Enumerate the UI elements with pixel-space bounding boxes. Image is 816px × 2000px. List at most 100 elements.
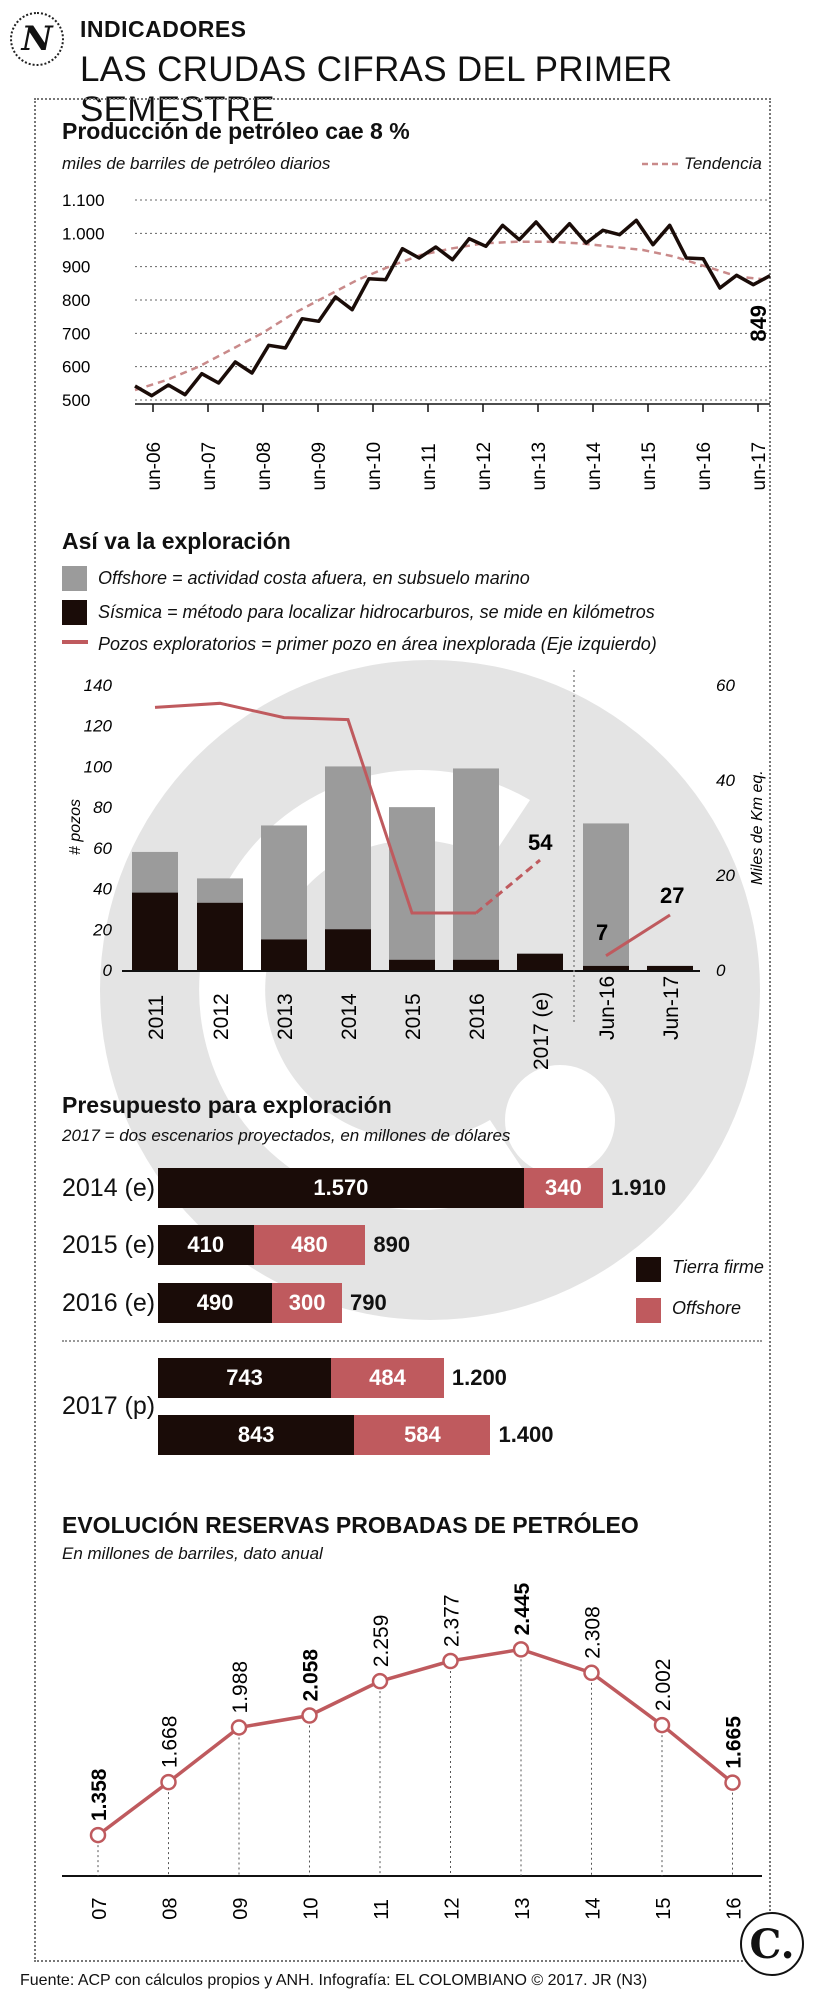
reserves-x-tick: 2016: [724, 1898, 746, 1921]
seismic-legend-label: Sísmica = método para localizar hidrocar…: [98, 602, 655, 622]
reserves-value-label: 1.665: [723, 1716, 746, 1769]
exploration-seismic-bar: [197, 902, 243, 970]
exploration-seismic-bar: [647, 965, 693, 970]
production-x-tick: Jun-13: [529, 442, 550, 490]
wells-label-jun17: 27: [660, 883, 684, 908]
production-x-tick: Jun-12: [474, 442, 495, 490]
seismic-legend-swatch: [62, 600, 87, 625]
production-x-tick: Jun-14: [584, 441, 605, 490]
budget-offshore-segment: 584: [354, 1415, 491, 1455]
production-line-chart: 1.100 1.000 900 800 700 600 500 Jun-06 Jun-07 Jun…: [62, 191, 771, 490]
reserves-value-label: 2.058: [300, 1649, 323, 1702]
budget-land-segment: 743: [158, 1358, 332, 1398]
production-title: Producción de petróleo cae 8 %: [62, 118, 410, 144]
exploration-x-tick: 2011: [145, 995, 168, 1040]
wells-legend-label: Pozos exploratorios = primer pozo en áre…: [98, 634, 657, 654]
reserves-value-label: 2.377: [441, 1594, 464, 1647]
reserves-x-tick: 2013: [512, 1898, 534, 1921]
reserves-x-tick: 2012: [442, 1898, 464, 1921]
budget-total-label: 890: [373, 1232, 411, 1257]
budget-row-label: 2017 (p): [62, 1392, 156, 1420]
reserves-point: [512, 1641, 530, 1658]
exploration-y2-tick: 60: [716, 676, 735, 695]
reserves-x-tick: 2008: [160, 1898, 182, 1921]
reserves-x-tick: 2010: [301, 1898, 323, 1921]
reserves-point: [583, 1664, 600, 1682]
production-x-tick: Jun-06: [144, 442, 165, 490]
exploration-x-tick: 2013: [274, 993, 297, 1040]
wells-semester-line: [605, 913, 671, 958]
exploration-y-tick: 100: [84, 757, 113, 776]
exploration-offshore-bar: [389, 807, 435, 970]
exploration-y-tick: 60: [93, 839, 112, 858]
offshore-legend-label: Offshore = actividad costa afuera, en su…: [98, 568, 530, 588]
exploration-title: Así va la exploración: [62, 528, 291, 554]
reserves-x-tick: 2015: [653, 1898, 675, 1921]
wells-line: [154, 701, 476, 915]
budget-land-segment: 410: [158, 1225, 254, 1265]
exploration-y-tick: 140: [84, 676, 113, 695]
reserves-value-label: 2.002: [652, 1659, 675, 1712]
exploration-y2-tick: 0: [716, 961, 726, 980]
budget-row-label: 2015 (e): [62, 1231, 156, 1259]
dotted-frame: [34, 98, 771, 1962]
production-x-tick: Jun-11: [419, 443, 440, 490]
budget-total-label: 1.400: [498, 1422, 554, 1447]
budget-title: Presupuesto para exploración: [62, 1092, 392, 1118]
wells-label-2017: 54: [528, 830, 553, 855]
trend-legend-swatch: [642, 162, 678, 166]
exploration-x-tick: Jun-17: [660, 976, 683, 1040]
reserves-x-tick: 2007: [89, 1898, 111, 1921]
production-y-tick: 900: [62, 258, 90, 277]
kicker: INDICADORES: [80, 16, 247, 42]
exploration-y-tick: 40: [93, 880, 112, 899]
production-subtitle: miles de barriles de petróleo diarios: [62, 154, 331, 173]
reserves-point: [230, 1719, 248, 1736]
headline: LAS CRUDAS CIFRAS DEL PRIMER SEMESTRE: [80, 50, 673, 129]
production-y-tick: 1.000: [62, 224, 105, 243]
budget-offshore-segment: 300: [272, 1283, 343, 1323]
exploration-x-tick: 2016: [466, 993, 489, 1040]
production-y-tick: 700: [62, 324, 90, 343]
budget-offshore-segment: 340: [523, 1168, 603, 1208]
exploration-x-tick: 2014: [338, 993, 361, 1040]
reserves-point: [89, 1826, 107, 1844]
exploration-seismic-bar: [132, 892, 178, 970]
budget-total-label: 1.200: [451, 1365, 507, 1390]
reserves-point: [160, 1773, 177, 1791]
reserves-value-label: 2.308: [582, 1606, 605, 1659]
exploration-seismic-bar: [453, 959, 499, 970]
exploration-seismic-bar: [389, 959, 435, 970]
reserves-line-chart: 2007 2008 2009 2010 2011 2012 2013 2014 2015 2016…: [62, 1583, 762, 1921]
exploration-y-tick: 20: [92, 920, 112, 939]
reserves-point: [371, 1672, 389, 1690]
production-x-tick: Jun-08: [254, 442, 275, 490]
reserves-point: [301, 1707, 318, 1724]
budget-land-segment: 843: [158, 1415, 355, 1455]
wells-legend-swatch: [62, 640, 88, 644]
exploration-x-tick: 2017 (e): [530, 992, 553, 1070]
reserves-value-label: 1.358: [88, 1768, 111, 1821]
reserves-value-label: 2.259: [370, 1615, 393, 1668]
top-dotted-rule: [34, 98, 767, 100]
reserves-title: EVOLUCIÓN RESERVAS PROBADAS DE PETRÓLEO: [62, 1512, 639, 1538]
exploration-y2-tick: 40: [716, 771, 735, 790]
production-y-tick: 1.100: [62, 191, 105, 210]
reserves-x-tick: 2009: [230, 1898, 252, 1921]
production-y-tick: 500: [62, 391, 90, 410]
exploration-y-tick: 80: [93, 798, 112, 817]
reserves-x-tick: 2011: [371, 1899, 393, 1920]
reserves-point: [442, 1652, 459, 1670]
exploration-seismic-bar: [517, 953, 563, 970]
budget-offshore-segment: 480: [253, 1225, 366, 1265]
exploration-bar-chart: 140 120 100 80 60 40 20 0 60 40 20 0 # pozos Miles de…: [67, 670, 766, 1070]
budget-land-segment: 490: [158, 1283, 273, 1323]
reserves-point: [724, 1774, 741, 1791]
production-x-tick: Jun-16: [694, 442, 715, 490]
production-x-tick: Jun-15: [639, 442, 660, 490]
reserves-value-label: 1.988: [229, 1661, 252, 1714]
exploration-seismic-bar: [325, 929, 371, 970]
exploration-y-tick: 0: [103, 961, 113, 980]
reserves-point: [653, 1716, 671, 1734]
production-last-value-label: 849: [746, 305, 771, 342]
